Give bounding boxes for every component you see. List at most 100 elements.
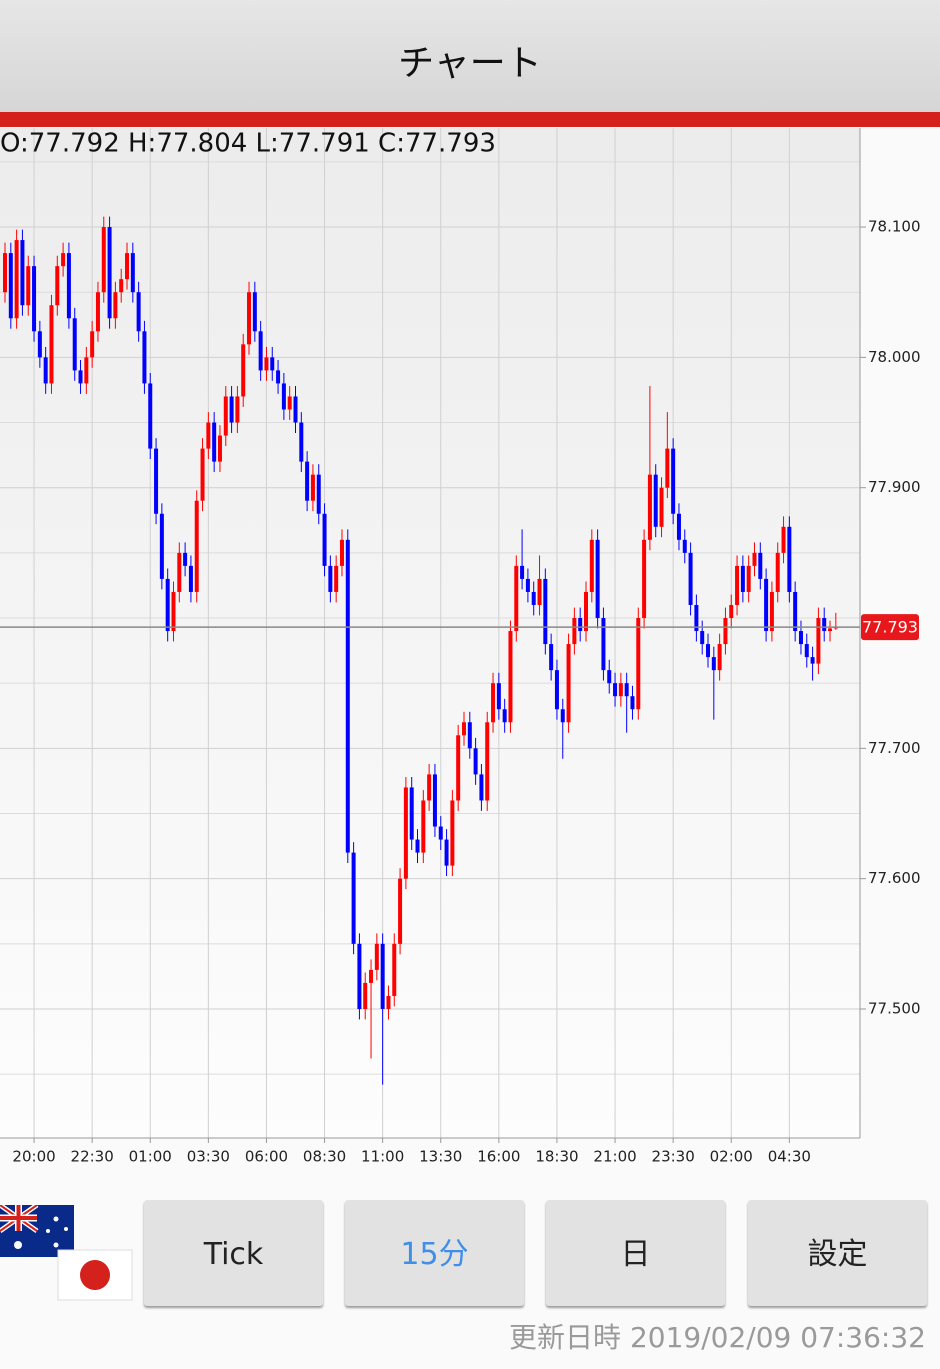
candle-body	[95, 292, 100, 332]
candle-body	[485, 722, 490, 801]
candle-body	[125, 253, 130, 280]
candle-body	[188, 565, 193, 592]
candle-body	[775, 552, 780, 592]
accent-bar	[0, 112, 940, 127]
candle-body	[706, 644, 711, 658]
candle-body	[508, 631, 513, 723]
candle-body	[310, 474, 315, 501]
candle-body	[183, 552, 188, 566]
candle-body	[130, 253, 135, 293]
x-tick-label: 23:30	[652, 1148, 695, 1166]
candle-body	[584, 591, 588, 632]
candle-body	[299, 422, 304, 462]
candle-body	[781, 526, 786, 553]
chart: O:77.792 H:77.804 L:77.791 C:77.793 78.1…	[0, 128, 921, 1166]
candle-body	[793, 591, 798, 632]
candle-body	[287, 396, 292, 410]
candle-body	[537, 578, 542, 605]
candle-body	[636, 618, 641, 710]
candle-body	[37, 331, 42, 358]
candle-body	[3, 253, 7, 293]
candle-body	[723, 618, 728, 645]
candle-body	[316, 474, 321, 514]
candle-body	[276, 370, 281, 384]
candle-body	[764, 578, 769, 632]
candle-body	[241, 344, 246, 397]
candle-body	[148, 383, 153, 449]
candle-body	[328, 565, 333, 592]
candle-body	[159, 513, 164, 579]
candle-body	[810, 657, 815, 664]
candle-body	[258, 331, 263, 371]
candle-body	[647, 474, 652, 540]
candle-body	[456, 735, 461, 801]
candle-body	[223, 396, 228, 436]
candle-body	[554, 670, 559, 710]
candle-body	[49, 305, 54, 384]
candle-body	[822, 618, 827, 632]
x-tick-label: 06:00	[245, 1148, 288, 1166]
x-tick-label: 21:00	[593, 1148, 636, 1166]
candle-body	[520, 565, 525, 579]
candle-body	[351, 852, 356, 944]
candle-body	[26, 266, 31, 306]
candle-body	[264, 357, 269, 371]
candle-body	[305, 461, 310, 501]
candle-body	[78, 370, 83, 384]
candle-body	[421, 800, 426, 853]
candle-body	[101, 227, 106, 293]
x-tick-label: 18:30	[535, 1148, 578, 1166]
candle-body	[322, 513, 327, 566]
candle-body	[589, 539, 594, 592]
candle-body	[252, 292, 257, 332]
candle-body	[55, 266, 60, 306]
candle-body	[107, 227, 112, 319]
candle-body	[409, 787, 414, 840]
candle-body	[427, 774, 432, 801]
candle-body	[136, 292, 141, 332]
candle-body	[676, 513, 681, 540]
candle-body	[43, 357, 48, 384]
candle-body	[20, 240, 25, 306]
timeframe-button[interactable]: 設定	[748, 1200, 927, 1306]
candle-body	[700, 631, 705, 645]
candle-body	[235, 396, 240, 423]
current-price-box	[861, 614, 919, 641]
candle-body	[194, 500, 199, 592]
timeframe-button[interactable]: 日	[546, 1200, 725, 1306]
candle-body	[363, 982, 368, 1009]
candle-body	[502, 709, 507, 723]
y-tick-label: 77.900	[868, 478, 921, 496]
candle-body	[769, 591, 774, 632]
candle-body	[531, 591, 536, 605]
candle-body	[549, 644, 554, 671]
candle-body	[392, 943, 397, 996]
candle-body	[711, 657, 716, 671]
candle-body	[165, 578, 170, 632]
candle-body	[450, 800, 455, 866]
candle-body	[345, 539, 350, 853]
currency-flags	[0, 1205, 133, 1301]
candle-body	[415, 839, 420, 853]
timeframe-button[interactable]: Tick	[144, 1200, 323, 1306]
candle-body	[828, 628, 833, 632]
current-price-label: 77.793	[862, 618, 918, 637]
candle-body	[491, 683, 496, 723]
candle-body	[403, 787, 408, 879]
candle-body	[66, 253, 71, 319]
candle-body	[671, 448, 676, 514]
candle-body	[479, 774, 484, 801]
candle-body	[642, 539, 647, 619]
candle-body	[432, 774, 437, 827]
candle-body	[380, 943, 385, 1009]
candle-body	[32, 266, 37, 332]
x-tick-label: 16:00	[477, 1148, 520, 1166]
timeframe-button[interactable]: 15分	[345, 1200, 524, 1306]
candle-body	[496, 683, 501, 710]
candle-body	[334, 565, 339, 592]
candles	[3, 216, 838, 1085]
candle-body	[84, 357, 89, 384]
candle-body	[566, 644, 571, 723]
y-tick-label: 78.000	[868, 348, 921, 366]
candle-body	[694, 604, 699, 632]
